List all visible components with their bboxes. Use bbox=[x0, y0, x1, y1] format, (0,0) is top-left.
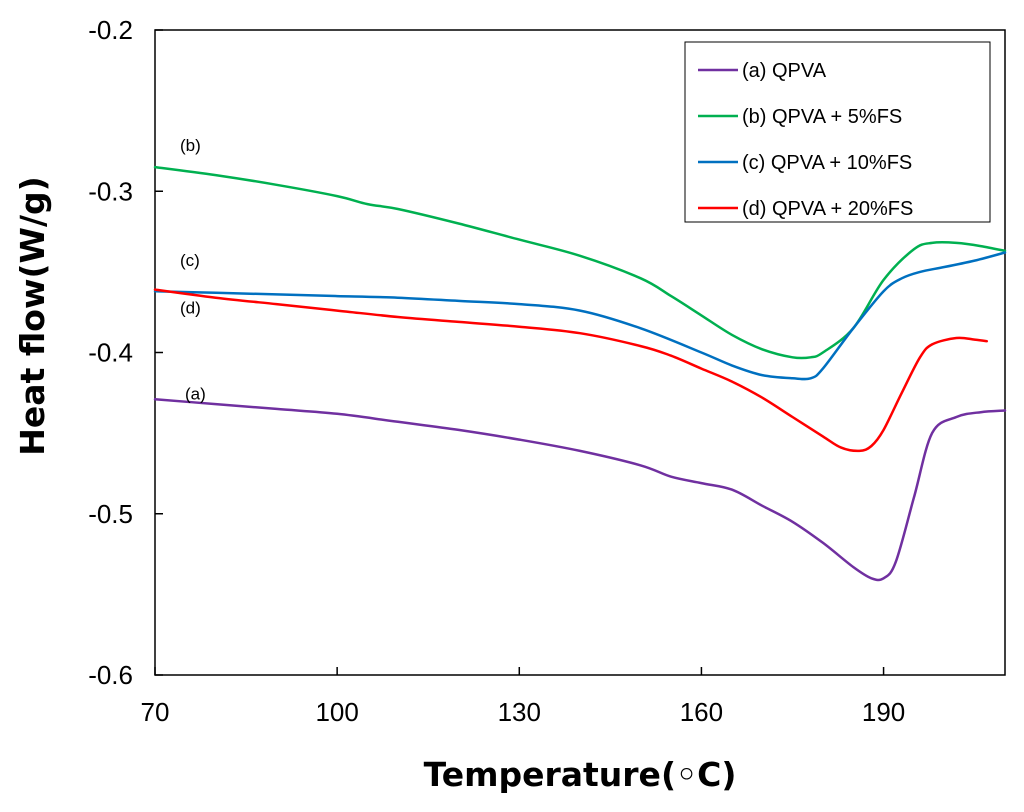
x-tick-label: 190 bbox=[862, 697, 905, 727]
series-line-a bbox=[153, 398, 1007, 582]
curve-label-d: (d) bbox=[180, 299, 201, 318]
series-line-b bbox=[153, 165, 1007, 360]
legend-label-d: (d) QPVA + 20%FS bbox=[742, 198, 913, 220]
curve-label-a: (a) bbox=[185, 384, 206, 403]
x-tick-label: 100 bbox=[315, 697, 358, 727]
legend-label-b: (b) QPVA + 5%FS bbox=[742, 106, 902, 128]
series-layer bbox=[153, 165, 1007, 582]
legend-label-c: (c) QPVA + 10%FS bbox=[742, 152, 912, 174]
y-tick-label: -0.4 bbox=[88, 338, 133, 368]
y-tick-label: -0.5 bbox=[88, 499, 133, 529]
tick-group: -0.2 -0.3 -0.4 -0.5 -0.6 70 100 130 160 190 bbox=[88, 15, 905, 727]
x-tick-label: 70 bbox=[141, 697, 170, 727]
y-tick-label: -0.6 bbox=[88, 660, 133, 690]
legend-box bbox=[684, 41, 991, 223]
y-axis-title: Heat flow(W/g) bbox=[13, 176, 52, 455]
legend-label-a: (a) QPVA bbox=[742, 60, 827, 82]
y-tick-label: -0.2 bbox=[88, 15, 133, 45]
x-tick-label: 160 bbox=[680, 697, 723, 727]
x-axis-title: Temperature(◦C) bbox=[424, 755, 737, 794]
x-tick-label: 130 bbox=[498, 697, 541, 727]
y-tick-label: -0.3 bbox=[88, 176, 133, 206]
curve-label-c: (c) bbox=[180, 251, 200, 270]
curve-label-b: (b) bbox=[180, 136, 201, 155]
series-line-d bbox=[153, 288, 989, 453]
series-line-c bbox=[153, 251, 1007, 381]
curve-annotations: (a) (b) (c) (d) bbox=[180, 136, 206, 403]
legend: (a) QPVA (b) QPVA + 5%FS (c) QPVA + 10%FS (… bbox=[684, 41, 991, 223]
